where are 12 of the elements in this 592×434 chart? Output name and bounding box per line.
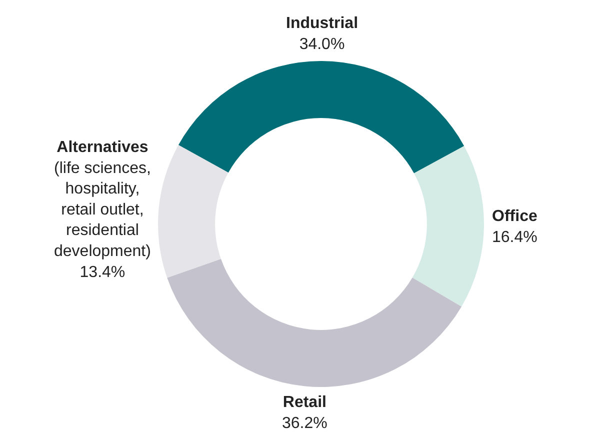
data-label: 16.4% [492, 228, 538, 246]
slice-label: Office [492, 208, 538, 225]
donut-slice [178, 61, 464, 174]
data-label: 13.4% [80, 264, 126, 281]
donut-slice [158, 144, 228, 278]
donut-slice [412, 146, 484, 307]
slice-label: Retail [282, 394, 326, 411]
data-label: 34.0% [299, 36, 345, 53]
data-label: 36.2% [282, 414, 328, 432]
donut-slice [167, 258, 462, 387]
slice-label: Alternatives (life sciences, hospitality, retail outlet, residential development) [54, 139, 151, 260]
slice-label: Industrial [286, 15, 358, 32]
